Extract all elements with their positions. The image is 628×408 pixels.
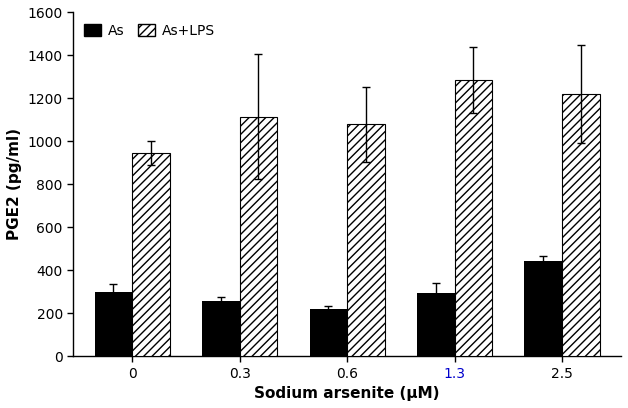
Bar — [95, 292, 133, 356]
Bar — [455, 80, 492, 356]
Bar — [240, 117, 278, 356]
Bar — [202, 302, 240, 356]
Bar — [347, 124, 385, 356]
Bar — [562, 94, 600, 356]
Bar — [417, 293, 455, 356]
Y-axis label: PGE2 (pg/ml): PGE2 (pg/ml) — [7, 128, 22, 240]
Bar — [133, 153, 170, 356]
X-axis label: Sodium arsenite (μM): Sodium arsenite (μM) — [254, 386, 440, 401]
Bar — [310, 309, 347, 356]
Bar — [524, 261, 562, 356]
Legend: As, As+LPS: As, As+LPS — [80, 20, 219, 42]
